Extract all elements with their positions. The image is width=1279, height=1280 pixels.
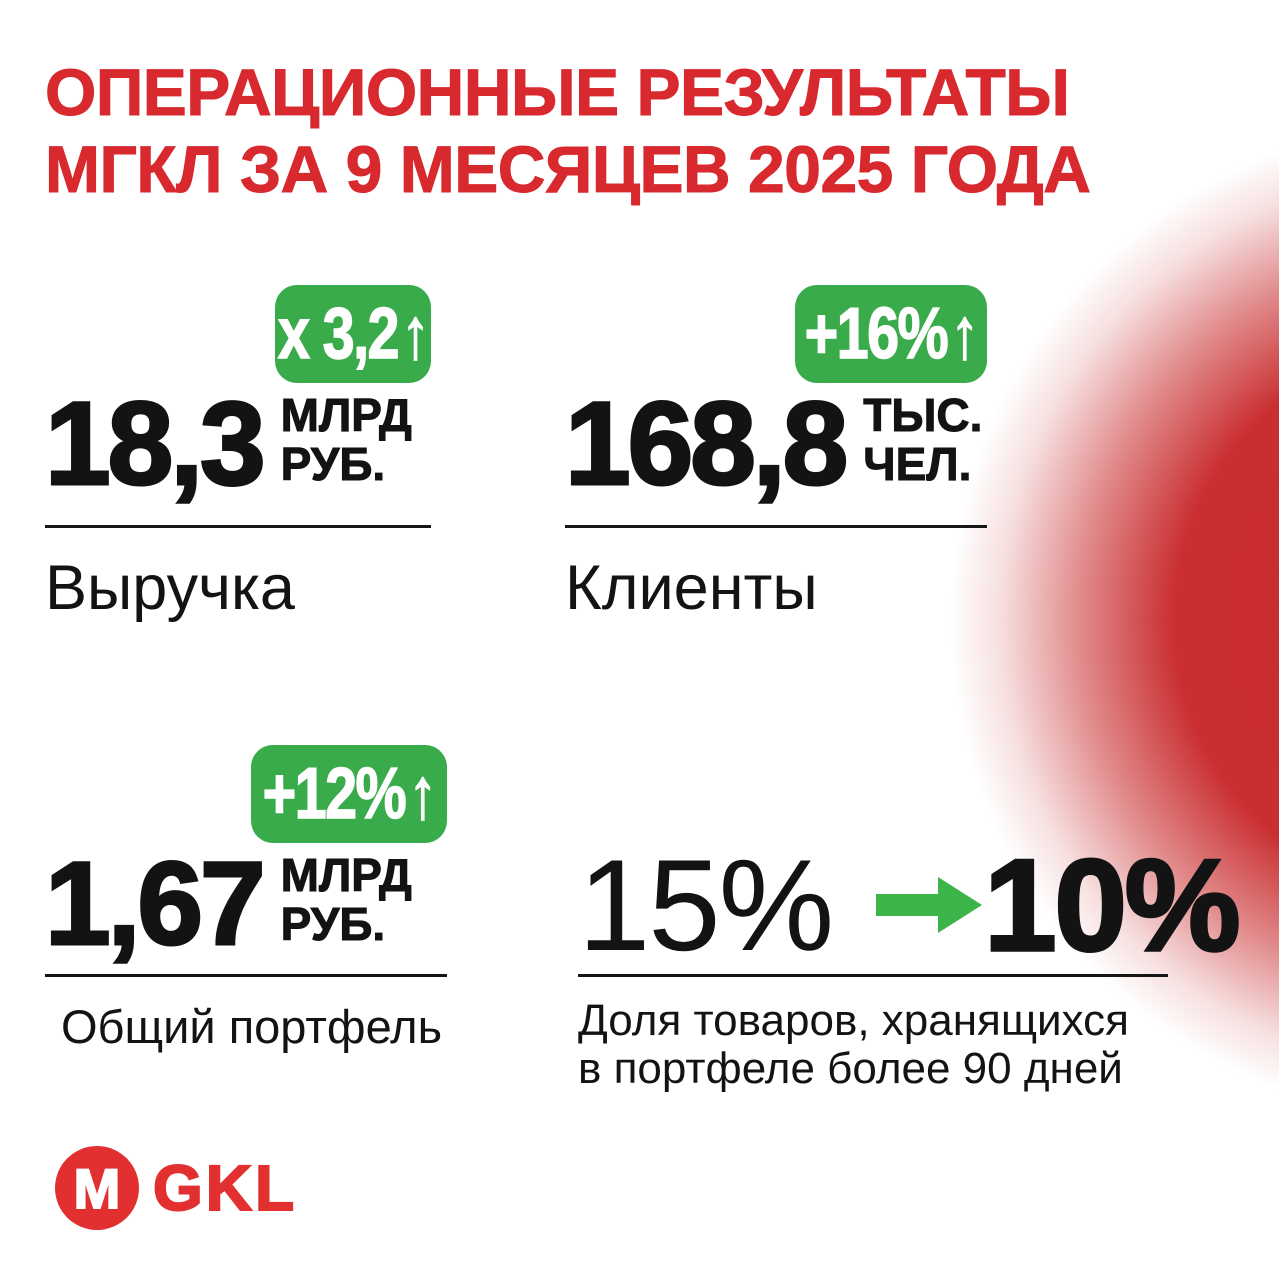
stat-block-share-over-90-days: 15% 10% Доля товаров, хранящихся в портф… — [578, 831, 1242, 1093]
unit-line-2: ЧЕЛ. — [863, 438, 972, 490]
badge-text: +12% ↑ — [262, 753, 438, 835]
up-arrow-icon: ↑ — [408, 753, 438, 835]
stat-block-clients: +16% ↑ 168,8 ТЫС. ЧЕЛ. Клиенты — [563, 285, 987, 624]
page-title-line-2: МГКЛ ЗА 9 МЕСЯЦЕВ 2025 ГОДА — [44, 132, 1091, 207]
divider-line — [565, 525, 987, 528]
stat-label-clients: Клиенты — [565, 553, 818, 623]
stat-label-revenue: Выручка — [45, 553, 295, 623]
badge-text: +16% ↑ — [804, 293, 980, 375]
stat-label-portfolio: Общий портфель — [61, 1000, 443, 1053]
unit-line-1: МЛРД — [280, 849, 412, 901]
stat-value-clients: 168,8 — [563, 378, 849, 510]
page-title-line-1: ОПЕРАЦИОННЫЕ РЕЗУЛЬТАТЫ — [44, 55, 1070, 130]
transition-row: 15% 10% — [578, 831, 1242, 978]
badge-value: +16% — [804, 293, 949, 375]
right-arrow-icon — [876, 876, 983, 933]
badge-value: +12% — [262, 753, 407, 835]
value-row: 18,3 МЛРД РУБ. — [44, 378, 431, 525]
up-arrow-icon: ↑ — [950, 293, 980, 375]
unit-line-1: ТЫС. — [863, 389, 983, 441]
badge-row: +12% ↑ — [45, 745, 447, 843]
logo-m-circle-icon: M — [55, 1146, 139, 1230]
transition-label: Доля товаров, хранящихся в портфеле боле… — [578, 997, 1168, 1093]
transition-label-line-2: в портфеле более 90 дней — [578, 1044, 1123, 1093]
badge-row: x 3,2 ↑ — [45, 285, 431, 383]
divider-line — [45, 525, 431, 528]
badge-row: +16% ↑ — [565, 285, 987, 383]
stat-unit: ТЫС. ЧЕЛ. — [863, 389, 983, 490]
logo-mark-letter: M — [73, 1156, 122, 1221]
stat-unit: МЛРД РУБ. — [280, 389, 412, 490]
stat-block-portfolio: +12% ↑ 1,67 МЛРД РУБ. Общий портфель — [44, 745, 447, 1054]
page-title: ОПЕРАЦИОННЫЕ РЕЗУЛЬТАТЫ МГКЛ ЗА 9 МЕСЯЦЕ… — [44, 54, 1091, 208]
growth-badge-portfolio: +12% ↑ — [251, 745, 447, 843]
growth-badge-clients: +16% ↑ — [795, 285, 987, 383]
divider-line — [45, 974, 447, 977]
up-arrow-icon: ↑ — [400, 293, 430, 375]
value-row: 168,8 ТЫС. ЧЕЛ. — [563, 378, 987, 525]
stat-unit: МЛРД РУБ. — [280, 849, 412, 950]
stat-value-portfolio: 1,67 — [44, 838, 268, 970]
stat-block-revenue: x 3,2 ↑ 18,3 МЛРД РУБ. Выручка — [44, 285, 431, 624]
unit-line-2: РУБ. — [280, 898, 386, 950]
growth-badge-revenue: x 3,2 ↑ — [275, 285, 431, 383]
value-row: 1,67 МЛРД РУБ. — [44, 838, 447, 974]
transition-from-value: 15% — [578, 831, 834, 978]
unit-line-2: РУБ. — [280, 438, 386, 490]
badge-text: x 3,2 ↑ — [277, 293, 430, 375]
transition-label-line-1: Доля товаров, хранящихся — [578, 996, 1129, 1045]
unit-line-1: МЛРД — [280, 389, 412, 441]
stat-value-revenue: 18,3 — [44, 378, 268, 510]
logo-text: GKL — [152, 1151, 298, 1225]
mgkl-logo: M GKL — [55, 1146, 297, 1230]
badge-value: x 3,2 — [277, 293, 400, 375]
transition-to-value: 10% — [982, 831, 1242, 978]
